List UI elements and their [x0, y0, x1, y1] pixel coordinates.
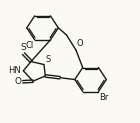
- Text: HN: HN: [8, 66, 21, 75]
- Text: S: S: [20, 44, 26, 53]
- Text: O: O: [77, 39, 83, 48]
- Text: Br: Br: [100, 93, 109, 102]
- Text: O: O: [14, 77, 21, 86]
- Text: Cl: Cl: [25, 41, 33, 50]
- Text: S: S: [46, 55, 51, 64]
